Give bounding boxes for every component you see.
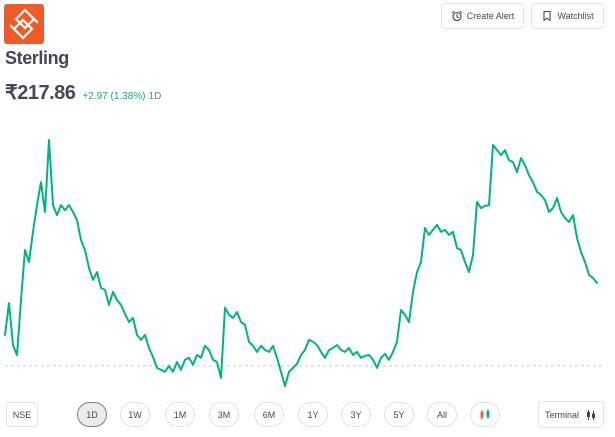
chart-type-toggle[interactable] [470,402,500,427]
current-price: ₹217.86 [5,82,76,104]
bookmark-icon [541,10,553,22]
stock-name: Sterling [5,48,69,68]
company-logo [4,4,44,44]
terminal-button[interactable]: Terminal [538,401,604,428]
price-change: +2.97 (1.38%) [82,91,146,102]
candlestick-icon [585,409,597,421]
range-1y[interactable]: 1Y [298,402,328,427]
exchange-selector[interactable]: NSE [6,402,38,427]
range-1w[interactable]: 1W [120,402,150,427]
watchlist-button[interactable]: Watchlist [531,3,604,29]
company-logo-icon [9,8,39,40]
create-alert-label: Create Alert [466,11,515,21]
change-period: 1D [148,91,162,102]
create-alert-button[interactable]: Create Alert [441,3,524,29]
price-chart[interactable] [0,115,615,395]
watchlist-label: Watchlist [557,11,594,21]
price-row: ₹217.86 +2.97 (1.38%) 1D [5,80,161,106]
price-line [4,139,598,387]
range-1d[interactable]: 1D [77,402,107,427]
range-all[interactable]: All [427,402,457,427]
range-3y[interactable]: 3Y [341,402,371,427]
range-6m[interactable]: 6M [254,402,284,427]
candlestick-icon [478,408,492,422]
range-3m[interactable]: 3M [209,402,239,427]
terminal-label: Terminal [544,409,579,420]
range-1m[interactable]: 1M [165,402,195,427]
alarm-clock-icon [451,10,463,22]
range-5y[interactable]: 5Y [384,402,414,427]
